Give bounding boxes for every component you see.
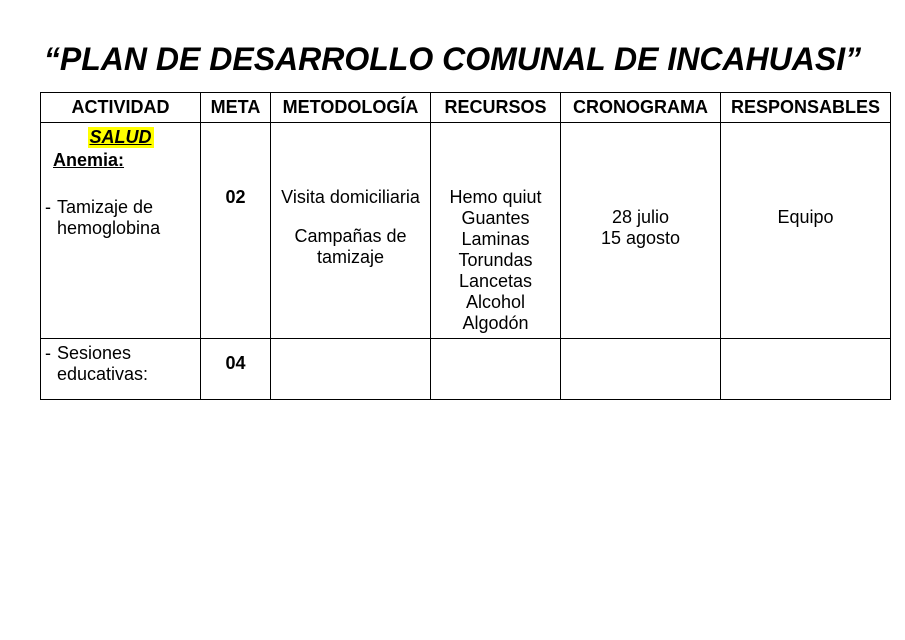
recurso-item: Lancetas [437,271,554,292]
table-header-row: ACTIVIDAD META METODOLOGÍA RECURSOS CRON… [41,93,891,123]
responsables-value: Equipo [727,207,884,228]
document-page: “PLAN DE DESARROLLO COMUNAL DE INCAHUASI… [0,0,905,400]
activity-item: - Tamizaje de hemoglobina [45,197,194,239]
table-row: SALUD Anemia: - Tamizaje de hemoglobina … [41,123,891,339]
col-cronograma: CRONOGRAMA [561,93,721,123]
metodologia-item: Campañas de tamizaje [277,226,424,268]
recurso-item: Alcohol [437,292,554,313]
meta-value: 02 [207,187,264,208]
page-title: “PLAN DE DESARROLLO COMUNAL DE INCAHUASI… [40,40,865,78]
activity-text: Tamizaje de hemoglobina [57,197,194,239]
recurso-item: Algodón [437,313,554,334]
cell-meta: 02 [201,123,271,339]
recurso-item: Laminas [437,229,554,250]
cronograma-item: 28 julio [567,207,714,228]
cell-cronograma: 28 julio 15 agosto [561,123,721,339]
table-row: - Sesiones educativas: 04 [41,339,891,400]
bullet-dash: - [45,197,51,218]
recurso-item: Hemo quiut [437,187,554,208]
metodologia-item: Visita domiciliaria [277,187,424,208]
col-metodologia: METODOLOGÍA [271,93,431,123]
recurso-item: Torundas [437,250,554,271]
cell-recursos [431,339,561,400]
activity-item: - Sesiones educativas: [45,343,194,385]
recurso-item: Guantes [437,208,554,229]
activity-text: Sesiones educativas: [57,343,194,385]
bullet-dash: - [45,343,51,364]
col-actividad: ACTIVIDAD [41,93,201,123]
meta-value: 04 [207,353,264,374]
cell-cronograma [561,339,721,400]
cell-responsables: Equipo [721,123,891,339]
cronograma-item: 15 agosto [567,228,714,249]
cell-metodologia: Visita domiciliaria Campañas de tamizaje [271,123,431,339]
col-responsables: RESPONSABLES [721,93,891,123]
col-meta: META [201,93,271,123]
section-label: SALUD [88,127,154,148]
cell-meta: 04 [201,339,271,400]
cell-actividad: SALUD Anemia: - Tamizaje de hemoglobina [41,123,201,339]
cell-actividad: - Sesiones educativas: [41,339,201,400]
cell-recursos: Hemo quiut Guantes Laminas Torundas Lanc… [431,123,561,339]
cell-metodologia [271,339,431,400]
plan-table: ACTIVIDAD META METODOLOGÍA RECURSOS CRON… [40,92,891,400]
subsection-label: Anemia: [53,150,194,171]
cell-responsables [721,339,891,400]
col-recursos: RECURSOS [431,93,561,123]
